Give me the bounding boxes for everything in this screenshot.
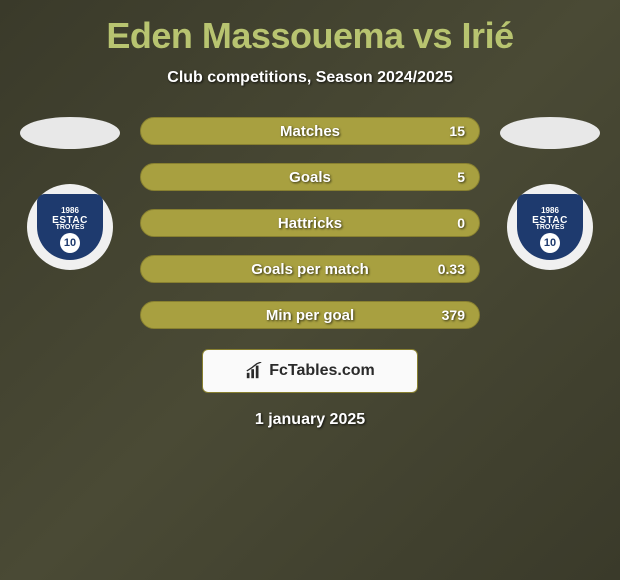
badge-sub-text: TROYES	[56, 224, 85, 231]
stat-label: Goals per match	[251, 261, 369, 278]
stats-column: Matches 15 Goals 5 Hattricks 0 Goals per…	[140, 117, 480, 329]
badge-year: 1986	[541, 206, 559, 215]
chart-icon	[245, 362, 263, 380]
badge-shield: 1986 ESTAC TROYES 10	[517, 194, 583, 260]
stat-bar-goals: Goals 5	[140, 163, 480, 191]
stat-value: 0	[457, 215, 465, 231]
subtitle: Club competitions, Season 2024/2025	[0, 69, 620, 87]
stat-value: 0.33	[438, 261, 465, 277]
stat-bar-hattricks: Hattricks 0	[140, 209, 480, 237]
badge-number: 10	[60, 233, 80, 253]
left-oval-placeholder	[20, 117, 120, 149]
footer-area: FcTables.com 1 january 2025	[0, 349, 620, 429]
left-side-column: 1986 ESTAC TROYES 10	[20, 117, 120, 270]
page-title: Eden Massouema vs Irié	[0, 15, 620, 57]
stat-label: Min per goal	[266, 307, 354, 324]
brand-box: FcTables.com	[202, 349, 418, 393]
badge-sub-text: TROYES	[536, 224, 565, 231]
stat-bar-min-per-goal: Min per goal 379	[140, 301, 480, 329]
badge-number: 10	[540, 233, 560, 253]
brand-text: FcTables.com	[269, 362, 375, 380]
stat-value: 15	[449, 123, 465, 139]
date-text: 1 january 2025	[255, 411, 365, 429]
stat-label: Matches	[280, 123, 340, 140]
stat-bar-goals-per-match: Goals per match 0.33	[140, 255, 480, 283]
left-team-badge: 1986 ESTAC TROYES 10	[27, 184, 113, 270]
stat-label: Hattricks	[278, 215, 342, 232]
main-area: 1986 ESTAC TROYES 10 Matches 15 Goals 5 …	[0, 117, 620, 329]
right-side-column: 1986 ESTAC TROYES 10	[500, 117, 600, 270]
infographic-container: Eden Massouema vs Irié Club competitions…	[0, 0, 620, 439]
stat-label: Goals	[289, 169, 331, 186]
badge-shield: 1986 ESTAC TROYES 10	[37, 194, 103, 260]
right-team-badge: 1986 ESTAC TROYES 10	[507, 184, 593, 270]
stat-value: 5	[457, 169, 465, 185]
badge-year: 1986	[61, 206, 79, 215]
right-oval-placeholder	[500, 117, 600, 149]
stat-value: 379	[442, 307, 465, 323]
stat-bar-matches: Matches 15	[140, 117, 480, 145]
